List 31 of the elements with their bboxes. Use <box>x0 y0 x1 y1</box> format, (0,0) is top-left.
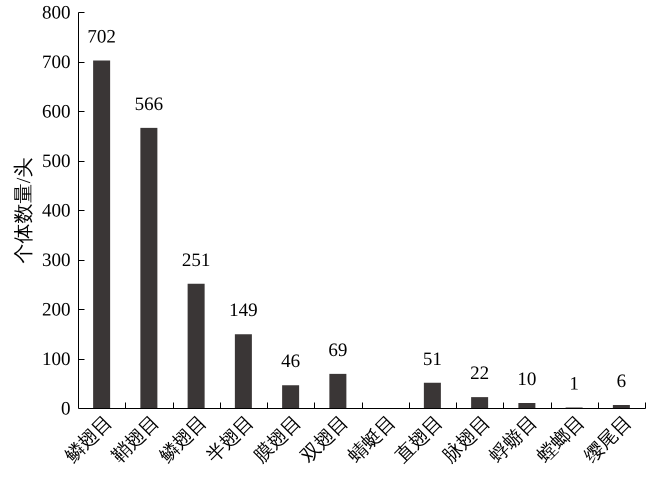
bar <box>424 382 441 408</box>
y-tick-label: 500 <box>42 151 70 172</box>
data-label: 22 <box>470 363 490 384</box>
y-axis-title: 个体数量/头 <box>13 158 35 264</box>
bar <box>140 128 158 408</box>
data-label: 1 <box>569 374 579 395</box>
data-label: 51 <box>422 348 442 370</box>
bar <box>93 60 110 408</box>
data-label: 251 <box>182 250 210 271</box>
bar <box>612 405 630 408</box>
data-label: 702 <box>87 26 116 48</box>
y-tick-label: 800 <box>42 2 70 24</box>
bar <box>234 334 252 408</box>
data-label: 6 <box>616 371 626 392</box>
bar <box>282 385 300 408</box>
data-label: 149 <box>229 300 258 322</box>
bar <box>471 397 488 408</box>
bar <box>518 403 536 408</box>
y-tick-label: 0 <box>61 398 70 420</box>
data-label: 10 <box>517 369 536 390</box>
y-tick-label: 300 <box>42 250 70 271</box>
bar <box>329 374 346 408</box>
y-tick-label: 400 <box>42 200 70 222</box>
data-label: 566 <box>134 94 164 115</box>
bar <box>188 284 205 408</box>
y-tick-label: 200 <box>42 300 70 320</box>
data-label: 46 <box>281 351 300 372</box>
data-label: 69 <box>328 340 348 361</box>
y-tick-label: 100 <box>42 349 70 370</box>
y-tick-label: 600 <box>42 102 70 122</box>
y-tick-label: 700 <box>42 52 70 73</box>
